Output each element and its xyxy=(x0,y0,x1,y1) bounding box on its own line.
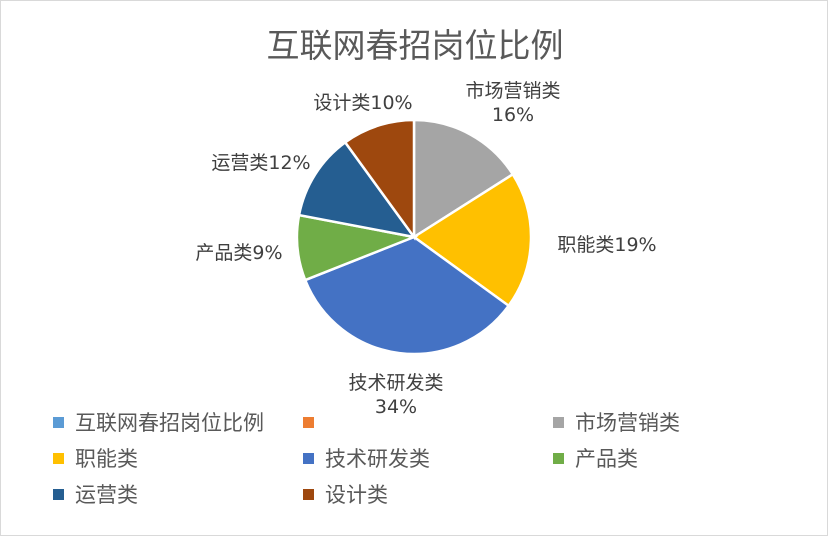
pie-slice-6 xyxy=(343,118,416,241)
chart-title: 互联网春招岗位比例 xyxy=(266,26,564,65)
legend-item: 市场营销类 xyxy=(553,407,680,437)
pie-slice-5 xyxy=(297,140,417,239)
legend-label: 职能类 xyxy=(75,447,138,471)
legend-item xyxy=(303,407,325,437)
legend-swatch xyxy=(53,416,64,428)
legend-swatch xyxy=(303,452,314,464)
legend-label: 技术研发类 xyxy=(325,447,430,471)
slice-label-2: 职能类19% xyxy=(557,234,656,256)
legend-item: 运营类 xyxy=(53,479,138,509)
slice-label-5: 运营类12% xyxy=(211,152,310,174)
pie-slice-2 xyxy=(411,172,533,308)
slice-percent-1: 16% xyxy=(492,104,534,126)
pie-slice-3 xyxy=(303,235,511,356)
legend-label: 互联网春招岗位比例 xyxy=(75,411,264,435)
legend-item: 互联网春招岗位比例 xyxy=(53,407,264,437)
legend-swatch xyxy=(303,416,314,428)
legend-label: 运营类 xyxy=(75,483,138,507)
legend-item: 设计类 xyxy=(303,479,388,509)
slice-label-4: 产品类9% xyxy=(195,242,282,264)
legend-item: 技术研发类 xyxy=(303,443,430,473)
slice-label-1: 市场营销类 xyxy=(465,80,560,102)
pie-slice-1 xyxy=(412,118,515,240)
legend-swatch xyxy=(553,452,564,464)
slice-label-6: 设计类10% xyxy=(313,92,412,114)
legend-item: 产品类 xyxy=(553,443,638,473)
legend-swatch xyxy=(53,452,64,464)
slice-percent-3: 34% xyxy=(375,396,417,418)
legend-item: 职能类 xyxy=(53,443,138,473)
legend-label: 设计类 xyxy=(325,483,388,507)
legend-swatch xyxy=(553,416,564,428)
legend-label: 市场营销类 xyxy=(575,411,680,435)
slice-label-3: 技术研发类 xyxy=(348,372,443,394)
legend-swatch xyxy=(53,488,64,500)
legend-label: 产品类 xyxy=(575,447,638,471)
legend-swatch xyxy=(303,488,314,500)
